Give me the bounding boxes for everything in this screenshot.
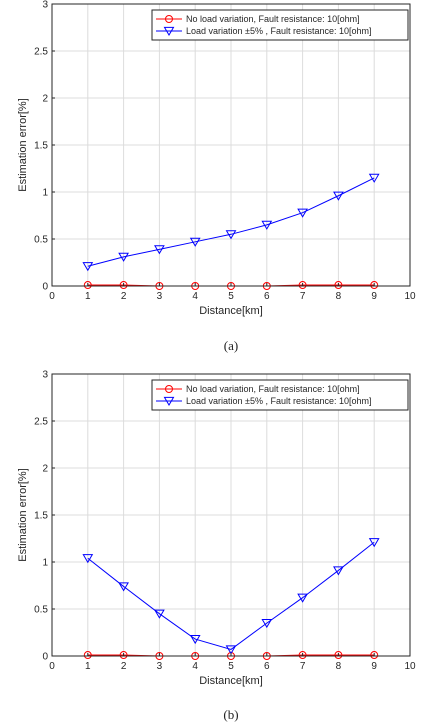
x-tick-label: 9 bbox=[371, 661, 377, 672]
y-tick-label: 2 bbox=[42, 464, 48, 475]
data-point bbox=[225, 230, 237, 240]
x-tick-label: 0 bbox=[49, 661, 55, 672]
chart-b: 0 1 2 3 4 5 6 7 8 9 10 0 0.5 1 1.5 2 2.5 3 Distance[km] E… bbox=[17, 370, 416, 723]
x-tick-label: 8 bbox=[336, 661, 342, 672]
data-point bbox=[82, 262, 94, 272]
x-tick-label: 10 bbox=[404, 661, 416, 672]
x-tick-label: 1 bbox=[85, 661, 91, 672]
y-tick-label: 2.5 bbox=[34, 47, 48, 58]
data-point bbox=[83, 651, 92, 660]
data-point bbox=[368, 538, 380, 548]
x-tick-label: 0 bbox=[49, 291, 55, 302]
y-tick-label: 0 bbox=[42, 282, 48, 293]
y-tick-label: 1.5 bbox=[34, 141, 48, 152]
caption: (a) bbox=[224, 338, 238, 353]
legend: No load variation, Fault resistance: 10[… bbox=[151, 9, 409, 41]
x-tick-label: 10 bbox=[404, 291, 416, 302]
caption: (b) bbox=[223, 707, 238, 722]
data-point bbox=[261, 220, 273, 230]
data-point bbox=[333, 566, 344, 576]
data-point bbox=[297, 593, 308, 603]
data-point bbox=[82, 554, 94, 564]
legend-box bbox=[151, 379, 409, 411]
data-point bbox=[119, 281, 128, 290]
legend-marker bbox=[163, 396, 175, 407]
data-point bbox=[298, 651, 307, 660]
legend-marker bbox=[165, 385, 173, 393]
y-tick-label: 3 bbox=[42, 370, 48, 381]
x-axis-label: Distance[km] bbox=[199, 675, 263, 687]
data-point bbox=[154, 609, 165, 619]
y-axis-label: Estimation error[%] bbox=[17, 98, 29, 192]
data-point bbox=[368, 173, 380, 183]
x-tick-label: 7 bbox=[300, 661, 306, 672]
x-tick-label: 1 bbox=[85, 291, 91, 302]
legend-box bbox=[151, 9, 409, 41]
x-tick-label: 7 bbox=[300, 291, 306, 302]
data-point bbox=[118, 582, 129, 592]
x-axis-label: Distance[km] bbox=[199, 305, 263, 317]
data-point bbox=[370, 281, 379, 290]
series-load-variation bbox=[82, 173, 380, 272]
y-tick-label: 0.5 bbox=[34, 605, 48, 616]
y-tick-label: 2.5 bbox=[34, 417, 48, 428]
data-point bbox=[370, 651, 379, 660]
series-line bbox=[87, 177, 375, 267]
data-point bbox=[334, 281, 343, 290]
series-line bbox=[87, 541, 375, 650]
data-point bbox=[297, 208, 308, 218]
y-tick-label: 1 bbox=[42, 188, 48, 199]
data-point bbox=[261, 619, 273, 629]
data-point bbox=[225, 645, 237, 655]
y-tick-label: 0 bbox=[42, 652, 48, 663]
legend-label: No load variation, Fault resistance: 10[… bbox=[186, 384, 360, 394]
x-tick-label: 3 bbox=[157, 661, 163, 672]
y-tick-label: 1 bbox=[42, 558, 48, 569]
x-tick-label: 2 bbox=[121, 661, 127, 672]
data-point bbox=[333, 191, 344, 201]
data-point bbox=[298, 281, 307, 290]
data-point bbox=[119, 651, 128, 660]
chart-a: 0 1 2 3 4 5 6 7 8 9 10 0 0.5 1 1.5 2 2.5 3 Distance[km] E… bbox=[17, 0, 416, 353]
data-point bbox=[154, 245, 165, 255]
y-axis-label: Estimation error[%] bbox=[17, 468, 29, 562]
x-tick-label: 5 bbox=[228, 291, 234, 302]
series-load-variation bbox=[82, 538, 380, 655]
data-point bbox=[334, 651, 343, 660]
y-tick-label: 0.5 bbox=[34, 235, 48, 246]
x-tick-label: 4 bbox=[192, 291, 198, 302]
data-point bbox=[189, 634, 201, 645]
x-tick-label: 4 bbox=[192, 661, 198, 672]
x-tick-label: 5 bbox=[228, 661, 234, 672]
legend: No load variation, Fault resistance: 10[… bbox=[151, 379, 409, 411]
y-tick-label: 3 bbox=[42, 0, 48, 11]
y-tick-label: 1.5 bbox=[34, 511, 48, 522]
y-tick-label: 2 bbox=[42, 94, 48, 105]
data-point bbox=[189, 237, 201, 247]
legend-label: Load variation ±5% , Fault resistance: 1… bbox=[186, 396, 372, 406]
legend-label: Load variation ±5% , Fault resistance: 1… bbox=[186, 26, 372, 36]
x-tick-label: 8 bbox=[336, 291, 342, 302]
data-point bbox=[118, 252, 129, 262]
legend-marker bbox=[165, 15, 173, 23]
x-tick-label: 3 bbox=[157, 291, 163, 302]
data-point bbox=[83, 281, 92, 290]
x-tick-label: 9 bbox=[371, 291, 377, 302]
x-tick-label: 2 bbox=[121, 291, 127, 302]
legend-marker bbox=[163, 26, 175, 37]
x-tick-label: 6 bbox=[264, 661, 270, 672]
legend-label: No load variation, Fault resistance: 10[… bbox=[186, 14, 360, 24]
x-tick-label: 6 bbox=[264, 291, 270, 302]
